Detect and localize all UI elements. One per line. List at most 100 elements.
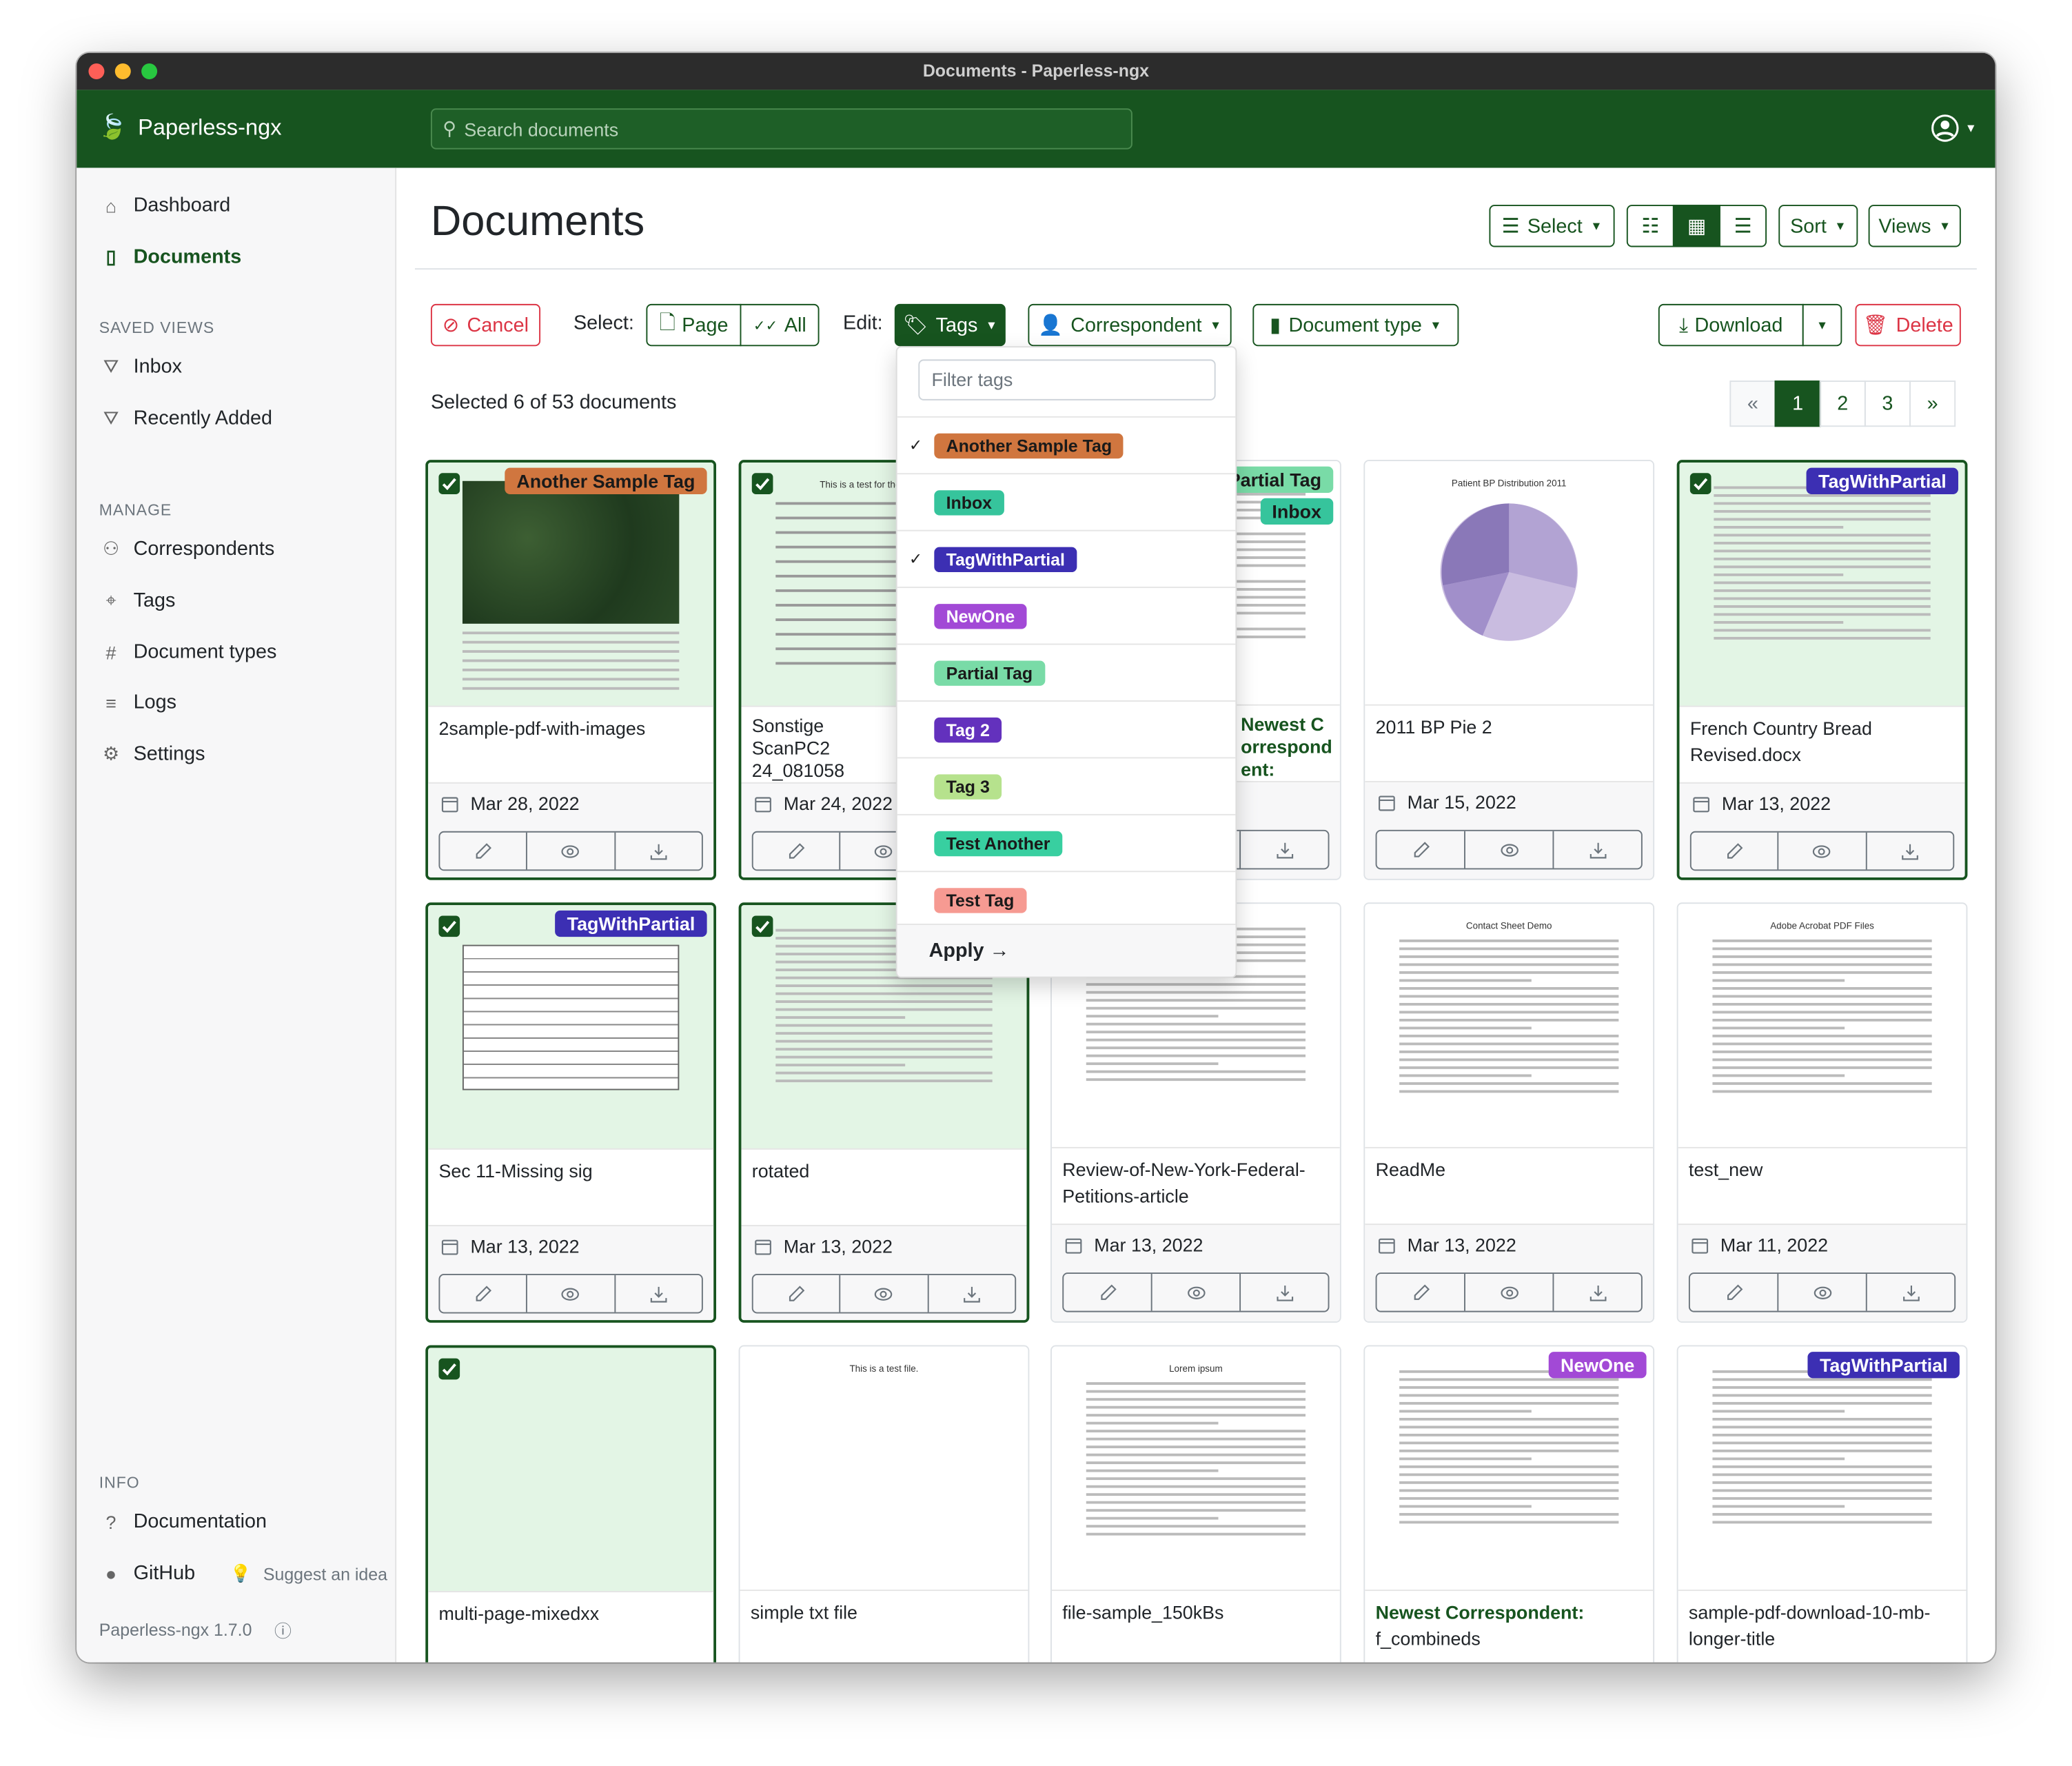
tag-badge[interactable]: NewOne: [1548, 1352, 1647, 1379]
document-card[interactable]: multi-page-mixedxx: [425, 1345, 717, 1663]
preview-button[interactable]: [1150, 1273, 1239, 1311]
sidebar-item-documents[interactable]: ▯ Documents: [101, 246, 242, 269]
tag-badge[interactable]: Inbox: [1260, 498, 1334, 525]
download-options-toggle[interactable]: ▼: [1802, 303, 1842, 347]
selected-checkbox[interactable]: [751, 915, 773, 937]
pagination-page[interactable]: 3: [1864, 380, 1911, 427]
pagination-page[interactable]: 1: [1774, 380, 1821, 427]
edit-button[interactable]: [1692, 833, 1778, 870]
download-button[interactable]: [613, 1275, 702, 1312]
sidebar-item-correspondents[interactable]: ⚇ Correspondents: [101, 538, 274, 560]
edit-button[interactable]: [1377, 831, 1465, 869]
sidebar-item-github[interactable]: ● GitHub: [101, 1562, 195, 1585]
document-thumbnail[interactable]: Contact Sheet Demo: [1365, 904, 1654, 1148]
pagination-prev[interactable]: «: [1729, 380, 1776, 427]
preview-button[interactable]: [1777, 832, 1865, 870]
download-button[interactable]: [927, 1275, 1015, 1312]
document-card[interactable]: Another Sample Tag 2samplе-pdf-with-image…: [425, 460, 717, 880]
edit-button[interactable]: [1377, 1274, 1465, 1311]
tag-badge[interactable]: TagWithPartial: [555, 910, 707, 937]
download-button[interactable]: [1552, 1273, 1641, 1311]
download-button[interactable]: [1552, 831, 1641, 869]
edit-button[interactable]: [1690, 1274, 1778, 1311]
document-thumbnail[interactable]: TagWithPartial: [1679, 462, 1965, 707]
sidebar-item-dashboard[interactable]: ⌂ Dashboard: [101, 194, 230, 217]
preview-button[interactable]: [1777, 1273, 1865, 1311]
pagination-page[interactable]: 2: [1819, 380, 1866, 427]
tag-badge[interactable]: TagWithPartial: [1806, 467, 1958, 494]
document-thumbnail[interactable]: [428, 1348, 714, 1592]
download-button[interactable]: [1865, 832, 1953, 870]
download-button[interactable]: [1239, 831, 1328, 869]
document-card[interactable]: Adobe Acrobat PDF Files test_new Mar 11, 2…: [1676, 902, 1968, 1323]
sidebar-item-recently-added[interactable]: ⛛ Recently Added: [101, 407, 272, 429]
document-thumbnail[interactable]: [741, 905, 1027, 1150]
edit-button[interactable]: [753, 833, 840, 870]
view-small-cards-button[interactable]: ▦: [1672, 205, 1720, 247]
edit-button[interactable]: [753, 1275, 840, 1312]
tag-option[interactable]: Partial Tag: [897, 643, 1236, 700]
document-thumbnail[interactable]: TagWithPartial: [428, 905, 714, 1150]
preview-button[interactable]: [839, 832, 927, 870]
document-thumbnail[interactable]: This is a test file.: [740, 1346, 1028, 1592]
tag-badge[interactable]: Another Sample Tag: [505, 467, 707, 494]
tag-option[interactable]: ✓ Another Sample Tag: [897, 416, 1236, 473]
view-large-cards-button[interactable]: ☰: [1719, 205, 1767, 247]
minimize-window-button[interactable]: [114, 63, 131, 80]
edit-button[interactable]: [1064, 1274, 1151, 1311]
tag-option[interactable]: Inbox: [897, 473, 1236, 529]
download-button[interactable]: ⤓ Download: [1658, 303, 1804, 347]
sidebar-item-document-types[interactable]: # Document types: [101, 641, 277, 664]
tag-option[interactable]: Test Another: [897, 813, 1236, 871]
delete-button[interactable]: 🗑 Delete: [1855, 303, 1961, 347]
search-input[interactable]: ⚲ Search documents: [430, 108, 1133, 150]
user-menu-button[interactable]: ▼: [1931, 114, 1977, 143]
selected-checkbox[interactable]: [751, 473, 773, 494]
tag-option[interactable]: Test Tag: [897, 871, 1236, 927]
sidebar-item-settings[interactable]: ⚙ Settings: [101, 742, 205, 765]
select-all-button[interactable]: ✓✓ All: [740, 303, 820, 347]
document-card[interactable]: Contact Sheet Demo ReadMe Mar 13, 2022: [1363, 902, 1655, 1323]
apply-button[interactable]: Apply →: [897, 923, 1236, 977]
suggest-idea-link[interactable]: 💡 Suggest an idea: [230, 1563, 387, 1585]
brand-link[interactable]: 🍃 Paperless-ngx: [98, 114, 282, 141]
document-type-dropdown-button[interactable]: ▮ Document type ▼: [1252, 303, 1459, 347]
tag-option[interactable]: Tag 2: [897, 700, 1236, 757]
document-thumbnail[interactable]: NewOne: [1365, 1346, 1654, 1592]
correspondent-name[interactable]: Newest Correspondent:: [1375, 1601, 1585, 1623]
tags-dropdown-button[interactable]: 🏷 Tags ▼: [894, 303, 1006, 347]
document-thumbnail[interactable]: Patient BP Distribution 2011: [1365, 461, 1654, 706]
document-card[interactable]: Patient BP Distribution 2011 2011 BP Pie …: [1363, 460, 1655, 880]
preview-button[interactable]: [1464, 1273, 1552, 1311]
correspondent-dropdown-button[interactable]: 👤 Correspondent ▼: [1028, 303, 1232, 347]
selected-checkbox[interactable]: [438, 1358, 460, 1380]
document-card[interactable]: NewOne Newest Correspondent: f_combineds: [1363, 1345, 1655, 1663]
sidebar-item-inbox[interactable]: ⛛ Inbox: [101, 356, 182, 378]
download-button[interactable]: [1239, 1273, 1328, 1311]
filter-tags-input[interactable]: Filter tags: [918, 359, 1216, 400]
document-card[interactable]: TagWithPartial French Country Bread Revis…: [1676, 460, 1968, 880]
tag-option[interactable]: NewOne: [897, 587, 1236, 643]
views-dropdown-button[interactable]: Views ▼: [1868, 205, 1961, 247]
select-page-button[interactable]: 🗋 Page: [646, 303, 742, 347]
close-window-button[interactable]: [88, 63, 105, 80]
preview-button[interactable]: [526, 1275, 614, 1312]
document-thumbnail[interactable]: Lorem ipsum: [1051, 1346, 1340, 1592]
preview-button[interactable]: [1464, 831, 1552, 869]
tag-option[interactable]: Tag 3: [897, 757, 1236, 813]
selected-checkbox[interactable]: [1689, 473, 1712, 494]
selected-checkbox[interactable]: [438, 473, 460, 494]
preview-button[interactable]: [839, 1275, 927, 1312]
view-details-button[interactable]: ☷: [1626, 205, 1674, 247]
maximize-window-button[interactable]: [141, 63, 158, 80]
tag-badge[interactable]: TagWithPartial: [1807, 1352, 1960, 1379]
sidebar-item-logs[interactable]: ≡ Logs: [101, 691, 176, 714]
tag-option[interactable]: ✓ TagWithPartial: [897, 529, 1236, 587]
download-button[interactable]: [1865, 1273, 1954, 1311]
selected-checkbox[interactable]: [438, 915, 460, 937]
document-thumbnail[interactable]: Another Sample Tag: [428, 462, 714, 707]
document-card[interactable]: TagWithPartial Sec 11-Missing sig Mar 13, …: [425, 902, 717, 1323]
select-dropdown-button[interactable]: ☰ Select ▼: [1489, 205, 1615, 247]
preview-button[interactable]: [526, 832, 614, 870]
download-button[interactable]: [613, 832, 702, 870]
